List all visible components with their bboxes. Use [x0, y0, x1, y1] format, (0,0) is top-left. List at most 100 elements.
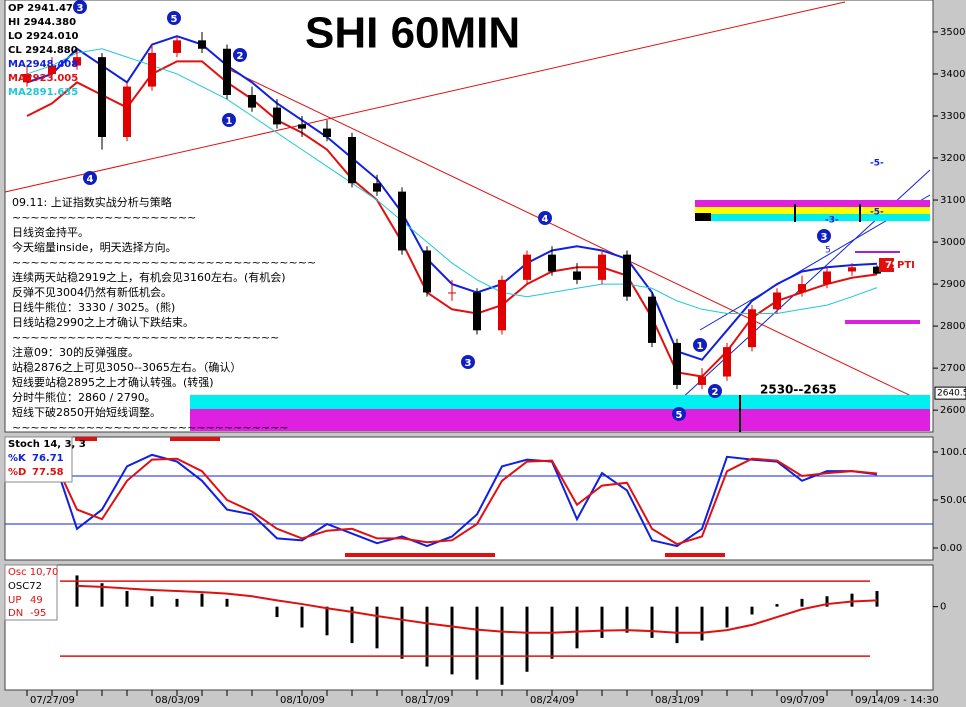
legend-entry: MA2923.005 [8, 73, 78, 84]
x-tick-label: 07/27/09 [30, 695, 75, 706]
candle-body [123, 86, 131, 137]
support-band [190, 395, 930, 409]
annotation: -5- [870, 159, 884, 169]
wave-circle [222, 113, 236, 127]
level-name: UP [8, 595, 21, 606]
osc-bar [850, 593, 854, 607]
info-line: LO 2924.010 [8, 31, 79, 42]
note-line: ~~~~~~~~~~~~~~~~~~~~~~~~~~~~~~ [12, 421, 289, 434]
wave-circle [693, 338, 707, 352]
stoch-panel [4, 436, 934, 561]
osc-bar [725, 606, 729, 628]
osc-bar [625, 606, 629, 633]
wave-circle [708, 384, 722, 398]
candle-body [48, 65, 56, 74]
y-tick-label: 2600. [940, 405, 966, 416]
info-line: HI 2944.380 [8, 17, 76, 28]
wave-circle [73, 0, 87, 14]
osc-bar [650, 606, 654, 638]
support-band [190, 409, 930, 431]
y-tick-label: 3000. [940, 237, 966, 248]
osc-bar [100, 583, 104, 607]
osc-bar [525, 606, 529, 672]
candle-body [248, 94, 256, 108]
osc-bar [350, 606, 354, 644]
osc-bar [675, 606, 679, 644]
osc-bar [375, 606, 379, 649]
ma-line [26, 60, 878, 378]
osc-bar [575, 606, 579, 649]
annotation: 79 [885, 260, 899, 271]
y-tick-label: 3200. [940, 153, 966, 164]
note-line: ~~~~~~~~~~~~~~~~~~~~~~~~~~~~~ [12, 331, 279, 344]
osc-bar [400, 606, 404, 659]
y-tick-label: 3100. [940, 195, 966, 206]
target-band [695, 207, 930, 214]
osc-bar [425, 606, 429, 667]
candle-body [173, 40, 181, 53]
legend-box [4, 436, 73, 483]
y-tick-label: 2800. [940, 321, 966, 332]
candle-body [548, 254, 556, 272]
annotation: -5- [870, 208, 884, 218]
x-tick-label: 08/24/09 [530, 695, 575, 706]
wave-label: 5 [171, 14, 178, 25]
target-marker [695, 213, 711, 221]
x-tick-label: 08/17/09 [405, 695, 450, 706]
wave-label: 4 [542, 214, 549, 225]
y-tick-label: 0 [940, 602, 946, 613]
legend-name: OSC72 [8, 581, 42, 592]
note-line: 日线资金持平。 [12, 225, 89, 239]
candle-body [73, 57, 81, 66]
osc-bar [125, 591, 129, 607]
wave-circle [167, 11, 181, 25]
wave-circle [538, 211, 552, 225]
date-axis [0, 692, 966, 707]
ob-marker [170, 437, 220, 441]
osc-bar [875, 591, 879, 607]
candle-body [423, 250, 431, 293]
osc-bar [200, 593, 204, 607]
note-line: 日线站稳2990之上才确认下跌结束。 [12, 315, 194, 329]
legend-name: %K [8, 453, 27, 464]
candle-body [148, 52, 156, 87]
legend-entry: MA2891.635 [8, 87, 78, 98]
candle-body [498, 279, 506, 331]
trend-line [229, 69, 931, 406]
candle-body [623, 254, 631, 297]
wave-circle [672, 407, 686, 421]
wave-label: 4 [87, 174, 94, 185]
osc-bar [800, 598, 804, 607]
wave-circle [817, 229, 831, 243]
candle-body [473, 292, 481, 331]
os-marker [665, 553, 725, 557]
chart-title: SHI 60MIN [305, 9, 520, 58]
x-tick-label: 08/10/09 [280, 695, 325, 706]
candle-body [298, 124, 306, 129]
wave-label: 5 [676, 410, 683, 421]
osc-bar [225, 598, 229, 607]
annotation: -3- [825, 216, 839, 226]
x-tick-label: 08/03/09 [155, 695, 200, 706]
target-band [695, 214, 930, 221]
candle-body [573, 271, 581, 280]
note-line: ~~~~~~~~~~~~~~~~~~~~ [12, 211, 196, 224]
osc-bar [275, 606, 279, 618]
candle-body [698, 376, 706, 385]
wave-label: 3 [465, 358, 472, 369]
wave-label: 1 [226, 116, 233, 127]
candle-body [873, 266, 881, 274]
os-marker [345, 553, 495, 557]
candle-body [323, 128, 331, 137]
candle-body [523, 254, 531, 280]
info-line: CL 2924.880 [8, 45, 78, 56]
panel-title: Osc 10,70 [8, 567, 58, 578]
wave-label: 2 [712, 387, 719, 398]
candle-body [223, 48, 231, 95]
note-line: 日线牛熊位：3330 / 3025。(熊) [12, 300, 175, 314]
annotation: 2530--2635 [760, 383, 837, 397]
candle-body [598, 254, 606, 280]
wave-circle [83, 171, 97, 185]
level-name: DN [8, 608, 23, 619]
y-tick-label: 100.0 [940, 447, 966, 458]
